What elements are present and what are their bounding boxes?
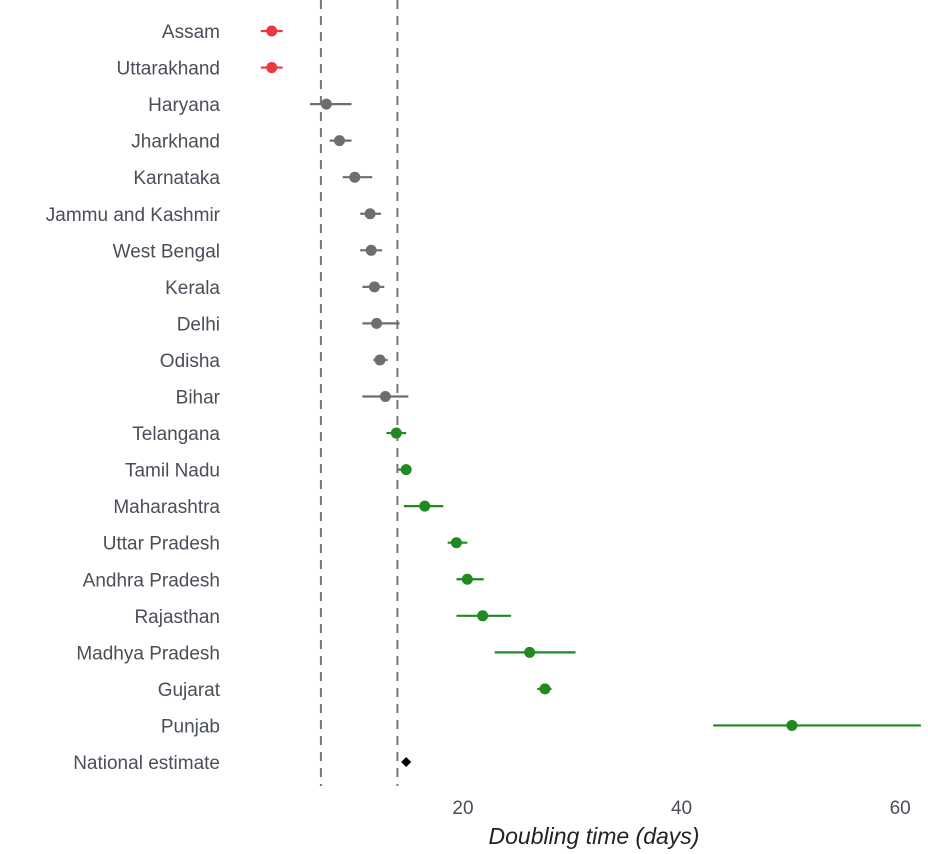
point-rajasthan (477, 610, 489, 622)
y-label-odisha: Odisha (160, 351, 221, 372)
y-label-karnataka: Karnataka (133, 168, 220, 189)
point-andhra-pradesh (461, 573, 473, 585)
x-tick-40: 40 (671, 798, 692, 819)
y-label-uttarakhand: Uttarakhand (116, 59, 220, 80)
y-label-andhra-pradesh: Andhra Pradesh (83, 570, 220, 591)
point-bihar (379, 391, 391, 402)
point-jammu-and-kashmir (364, 208, 376, 220)
y-label-assam: Assam (162, 22, 220, 43)
y-label-gujarat: Gujarat (158, 680, 221, 701)
x-tick-20: 20 (452, 798, 473, 819)
point-jharkhand (333, 135, 345, 147)
y-label-jharkhand: Jharkhand (131, 132, 220, 153)
point-uttarakhand (266, 62, 278, 74)
y-axis-labels: Assam Uttarakhand Haryana Jharkhand Karnatak… (46, 22, 221, 774)
x-axis-ticks: 20 40 60 (452, 798, 910, 819)
x-axis-label: Doubling time (days) (489, 823, 700, 849)
y-label-haryana: Haryana (148, 95, 220, 116)
point-uttar-pradesh (450, 537, 462, 549)
y-label-west-bengal: West Bengal (113, 241, 220, 262)
y-label-punjab: Punjab (161, 716, 220, 737)
y-label-rajasthan: Rajasthan (134, 607, 220, 628)
x-tick-60: 60 (890, 798, 911, 819)
y-label-delhi: Delhi (177, 314, 220, 335)
y-label-bihar: Bihar (176, 388, 221, 409)
point-haryana (320, 98, 332, 110)
point-tamil-nadu (400, 464, 412, 476)
point-west-bengal (365, 244, 377, 256)
point-gujarat (539, 683, 551, 695)
point-odisha (374, 354, 386, 366)
reference-lines (319, 0, 399, 786)
y-label-national-estimate: National estimate (73, 753, 220, 774)
point-delhi (371, 317, 383, 329)
point-maharashtra (419, 500, 431, 512)
point-national-estimate (401, 757, 412, 767)
y-label-telangana: Telangana (132, 424, 220, 445)
y-label-jammu-and-kashmir: Jammu and Kashmir (46, 205, 221, 226)
chart-marks (260, 25, 921, 767)
y-label-madhya-pradesh: Madhya Pradesh (76, 643, 220, 664)
point-telangana (390, 427, 402, 439)
point-madhya-pradesh (524, 646, 536, 658)
y-label-uttar-pradesh: Uttar Pradesh (103, 534, 220, 555)
point-karnataka (349, 171, 361, 183)
y-label-maharashtra: Maharashtra (113, 497, 220, 518)
y-label-tamil-nadu: Tamil Nadu (125, 461, 220, 482)
y-label-kerala: Kerala (165, 278, 220, 299)
point-punjab (786, 719, 798, 731)
point-kerala (368, 281, 380, 293)
point-assam (266, 25, 278, 37)
